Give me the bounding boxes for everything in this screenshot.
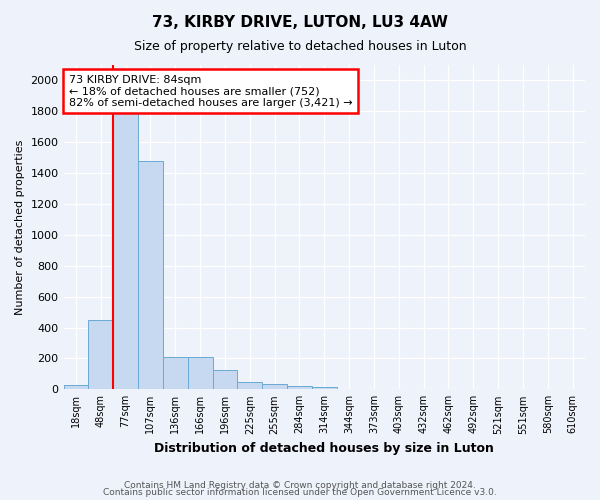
Bar <box>163 357 188 390</box>
Y-axis label: Number of detached properties: Number of detached properties <box>15 140 25 315</box>
Bar <box>88 320 113 390</box>
Bar <box>312 387 337 390</box>
Bar <box>262 384 287 390</box>
Bar <box>238 382 262 390</box>
Text: Contains public sector information licensed under the Open Government Licence v3: Contains public sector information licen… <box>103 488 497 497</box>
Bar <box>287 386 312 390</box>
Bar <box>138 160 163 390</box>
Text: 73, KIRBY DRIVE, LUTON, LU3 4AW: 73, KIRBY DRIVE, LUTON, LU3 4AW <box>152 15 448 30</box>
Text: Contains HM Land Registry data © Crown copyright and database right 2024.: Contains HM Land Registry data © Crown c… <box>124 480 476 490</box>
Bar <box>188 357 212 390</box>
Bar <box>212 370 238 390</box>
Text: 73 KIRBY DRIVE: 84sqm
← 18% of detached houses are smaller (752)
82% of semi-det: 73 KIRBY DRIVE: 84sqm ← 18% of detached … <box>69 74 352 108</box>
X-axis label: Distribution of detached houses by size in Luton: Distribution of detached houses by size … <box>154 442 494 455</box>
Text: Size of property relative to detached houses in Luton: Size of property relative to detached ho… <box>134 40 466 53</box>
Bar <box>64 384 88 390</box>
Bar <box>337 388 362 390</box>
Bar <box>113 96 138 390</box>
